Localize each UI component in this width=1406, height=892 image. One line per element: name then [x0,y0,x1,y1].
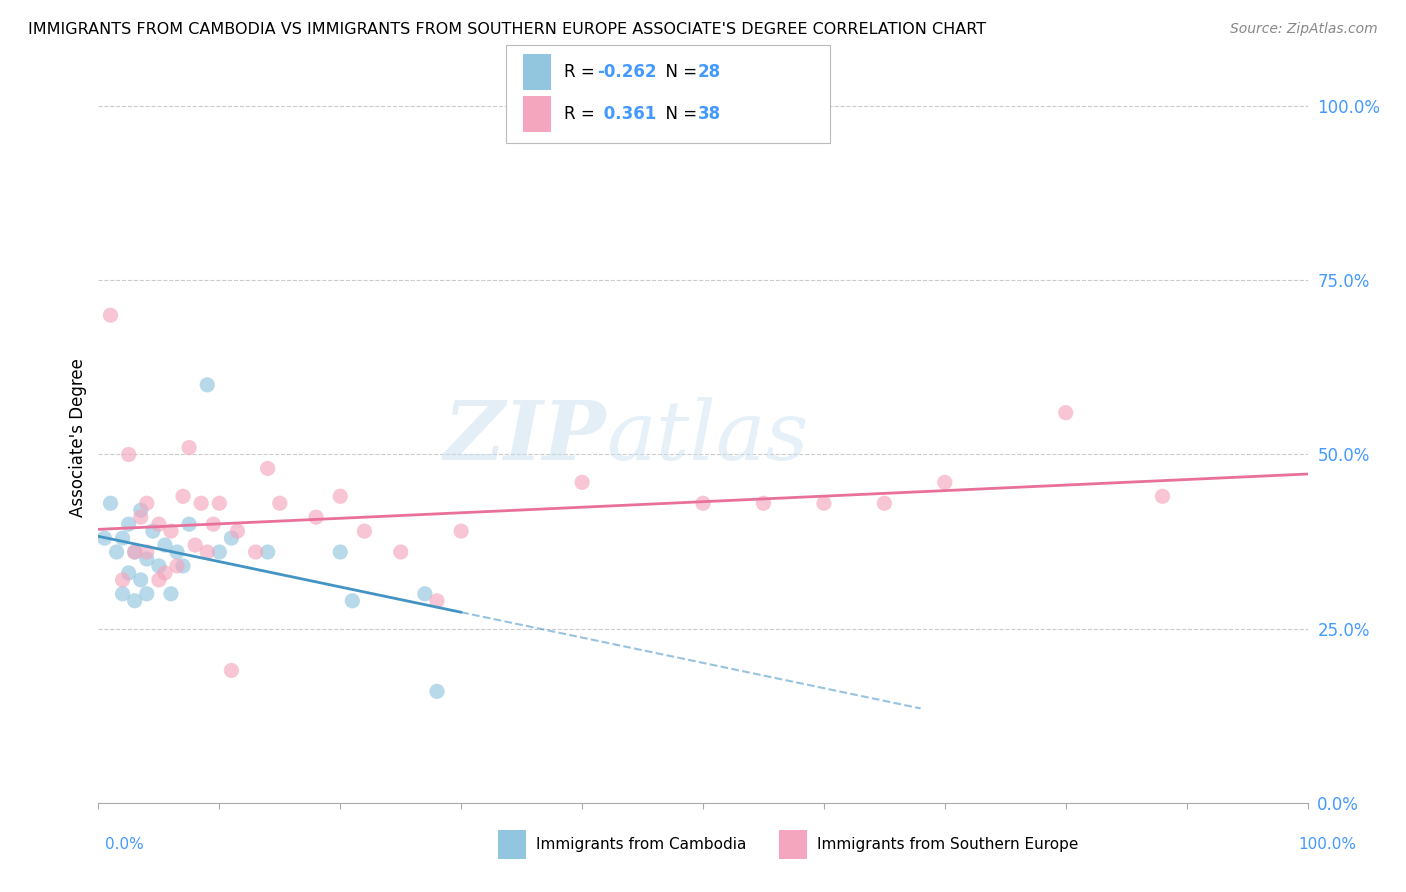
Point [172,558,194,573]
Text: 28: 28 [697,63,720,81]
Point [118,566,141,580]
Point [305,510,328,524]
Point [226,524,249,538]
Point [329,489,352,503]
Text: -0.262: -0.262 [598,63,657,81]
Point [160,524,183,538]
Point [329,545,352,559]
Point [195,377,218,392]
Point [135,587,157,601]
Point [148,517,170,532]
Point [111,531,134,545]
Point [179,517,201,532]
Point [135,545,157,559]
Point [172,489,194,503]
Point [166,545,188,559]
Point [129,573,152,587]
Text: Immigrants from Cambodia: Immigrants from Cambodia [536,838,747,852]
Point [160,587,183,601]
Point [934,475,956,490]
Text: Source: ZipAtlas.com: Source: ZipAtlas.com [1230,22,1378,37]
Point [221,664,243,678]
Point [208,545,231,559]
Point [148,558,170,573]
Point [124,545,146,559]
Text: atlas: atlas [606,397,808,477]
Point [256,545,278,559]
Point [118,517,141,532]
Text: ZIP: ZIP [444,397,606,477]
Point [1152,489,1174,503]
Point [129,510,152,524]
Point [426,594,449,608]
Point [129,503,152,517]
Point [202,517,225,532]
Point [692,496,714,510]
Point [256,461,278,475]
Point [1054,406,1077,420]
Point [571,475,593,490]
Point [190,496,212,510]
Point [813,496,835,510]
Point [426,684,449,698]
Point [353,524,375,538]
Point [105,545,128,559]
Point [179,441,201,455]
Text: 38: 38 [697,105,720,123]
Point [124,545,146,559]
Point [166,558,188,573]
Text: Immigrants from Southern Europe: Immigrants from Southern Europe [817,838,1078,852]
Point [135,552,157,566]
Point [450,524,472,538]
Point [124,594,146,608]
Point [208,496,231,510]
Text: N =: N = [655,105,703,123]
Point [269,496,291,510]
Text: 0.361: 0.361 [598,105,655,123]
Point [342,594,364,608]
Text: 0.0%: 0.0% [105,838,145,852]
Point [221,531,243,545]
Text: N =: N = [655,63,703,81]
Point [142,524,165,538]
Point [100,308,122,322]
Point [148,573,170,587]
Y-axis label: Associate's Degree: Associate's Degree [69,358,87,516]
Point [93,531,115,545]
Point [752,496,775,510]
Point [413,587,436,601]
Point [153,566,176,580]
Point [873,496,896,510]
Point [111,573,134,587]
Point [153,538,176,552]
Text: R =: R = [564,105,600,123]
Point [184,538,207,552]
Point [135,496,157,510]
Text: 100.0%: 100.0% [1299,838,1357,852]
Point [118,448,141,462]
Text: R =: R = [564,63,600,81]
Point [245,545,267,559]
Point [111,587,134,601]
Text: IMMIGRANTS FROM CAMBODIA VS IMMIGRANTS FROM SOUTHERN EUROPE ASSOCIATE'S DEGREE C: IMMIGRANTS FROM CAMBODIA VS IMMIGRANTS F… [28,22,986,37]
Point [195,545,218,559]
Point [100,496,122,510]
Point [389,545,412,559]
